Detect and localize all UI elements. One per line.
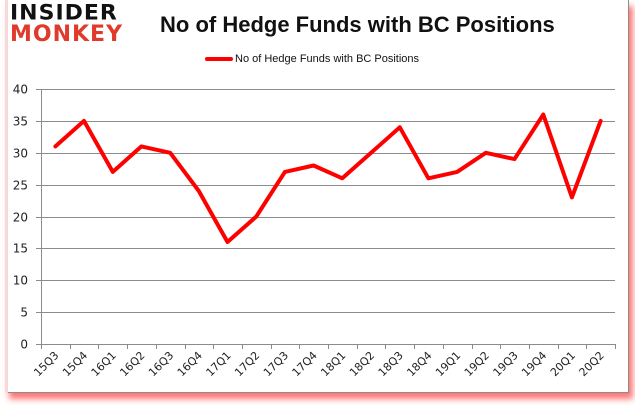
y-tick-label: 10 — [13, 274, 28, 288]
gridlines — [36, 89, 615, 345]
insider-monkey-logo: INSIDER MONKEY — [10, 3, 123, 46]
x-tick-label: 20Q1 — [548, 349, 578, 379]
frame-accent — [5, 0, 8, 393]
x-tick-label: 19Q4 — [519, 349, 549, 379]
y-tick-label: 25 — [13, 179, 28, 193]
legend-label: No of Hedge Funds with BC Positions — [235, 53, 420, 65]
y-tick-label: 0 — [20, 338, 28, 352]
y-tick-label: 20 — [13, 211, 28, 225]
x-axis: 15Q315Q416Q116Q216Q316Q417Q117Q217Q317Q4… — [31, 344, 616, 379]
x-tick-label: 17Q3 — [261, 349, 291, 379]
chart-frame — [5, 0, 629, 393]
x-tick-label: 19Q3 — [491, 349, 521, 379]
x-tick-label: 18Q3 — [376, 349, 406, 379]
x-tick-label: 19Q1 — [433, 349, 463, 379]
y-tick-label: 40 — [13, 83, 28, 97]
y-tick-label: 5 — [20, 306, 28, 320]
x-tick-label: 20Q2 — [577, 349, 607, 379]
x-tick-label: 18Q1 — [318, 349, 348, 379]
x-tick-label: 17Q1 — [204, 349, 234, 379]
x-tick-label: 18Q4 — [404, 349, 434, 379]
logo-line-1: INSIDER — [10, 1, 118, 26]
x-tick-label: 16Q4 — [175, 349, 205, 379]
x-tick-label: 15Q4 — [60, 349, 90, 379]
y-axis: 0 5 10 15 20 25 30 35 40 — [13, 83, 42, 352]
legend-line-swatch-icon — [205, 57, 233, 61]
x-tick-label: 18Q2 — [347, 349, 377, 379]
chart-title: No of Hedge Funds with BC Positions — [160, 12, 555, 37]
y-tick-label: 35 — [13, 115, 28, 129]
y-tick-label: 30 — [13, 147, 28, 161]
x-tick-label: 16Q1 — [89, 349, 119, 379]
x-tick-label: 15Q3 — [31, 349, 61, 379]
logo-line-2: MONKEY — [10, 22, 124, 47]
chart-legend: No of Hedge Funds with BC Positions — [205, 53, 419, 65]
x-tick-label: 16Q3 — [146, 349, 176, 379]
x-tick-label: 17Q2 — [232, 349, 262, 379]
series-line — [53, 112, 603, 244]
x-tick-label: 17Q4 — [290, 349, 320, 379]
y-tick-label: 15 — [13, 242, 28, 256]
x-tick-label: 16Q2 — [117, 349, 147, 379]
x-tick-label: 19Q2 — [462, 349, 492, 379]
